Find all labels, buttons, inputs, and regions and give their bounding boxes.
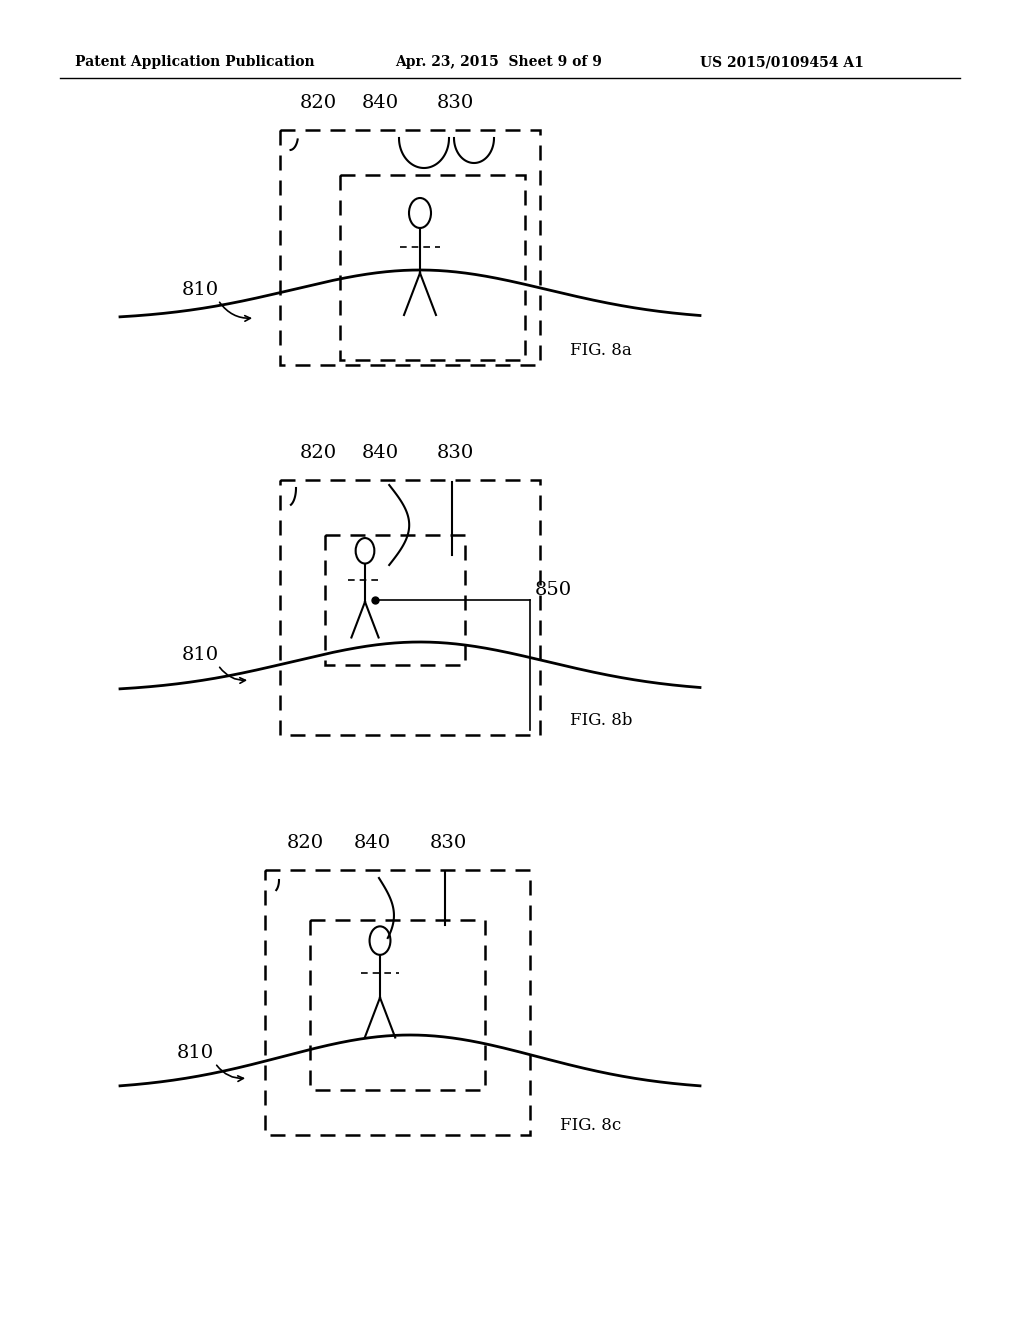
Text: 830: 830 — [436, 444, 474, 462]
Bar — [280, 480, 540, 735]
Text: FIG. 8c: FIG. 8c — [560, 1117, 622, 1134]
Text: 830: 830 — [429, 834, 467, 851]
Text: FIG. 8a: FIG. 8a — [570, 342, 632, 359]
Text: 840: 840 — [361, 94, 398, 112]
Text: 810: 810 — [181, 645, 218, 664]
Bar — [340, 176, 525, 360]
Text: FIG. 8b: FIG. 8b — [570, 711, 633, 729]
Bar — [325, 535, 465, 665]
Text: 820: 820 — [299, 444, 337, 462]
Text: US 2015/0109454 A1: US 2015/0109454 A1 — [700, 55, 864, 69]
Bar — [280, 129, 540, 366]
Text: 840: 840 — [361, 444, 398, 462]
Text: Patent Application Publication: Patent Application Publication — [75, 55, 314, 69]
Text: 810: 810 — [181, 281, 218, 300]
Text: 810: 810 — [176, 1044, 214, 1063]
Text: 820: 820 — [287, 834, 324, 851]
Text: 830: 830 — [436, 94, 474, 112]
Text: 840: 840 — [353, 834, 390, 851]
Text: 850: 850 — [535, 581, 572, 599]
Text: Apr. 23, 2015  Sheet 9 of 9: Apr. 23, 2015 Sheet 9 of 9 — [395, 55, 602, 69]
Bar — [310, 920, 485, 1090]
Text: 820: 820 — [299, 94, 337, 112]
Bar — [265, 870, 530, 1135]
